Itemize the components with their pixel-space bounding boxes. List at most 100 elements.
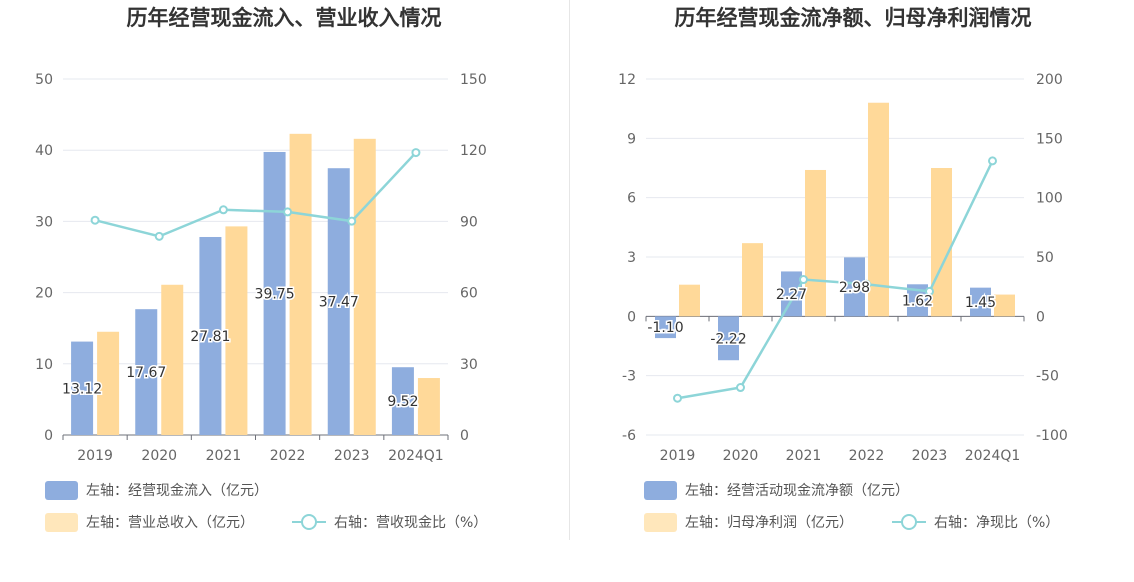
left-y-right-tick: 120 (460, 143, 487, 159)
left-x-tick-label: 2024Q1 (388, 448, 444, 464)
left-legend-bar2-label: 左轴：营业总收入（亿元） (86, 515, 254, 531)
left-y-right-tick: 0 (460, 428, 469, 444)
right-legend-bar1-swatch (644, 480, 677, 500)
left-legend-bar2[interactable]: 左轴：营业总收入（亿元） (45, 512, 254, 532)
right-y-right-tick: 200 (1036, 72, 1063, 88)
right-bar1-data-label: 2.98 (839, 280, 870, 296)
right-y-right-tick: 100 (1036, 191, 1063, 207)
right-x-tick-label: 2024Q1 (965, 448, 1021, 464)
left-y-right-tick: 30 (460, 357, 478, 373)
left-y-right-tick: 60 (460, 286, 478, 302)
right-line-point (673, 393, 682, 403)
right-line-point (736, 383, 745, 393)
left-x-tick-label: 2021 (206, 448, 242, 464)
right-y-left-tick: -3 (622, 369, 636, 385)
right-bar1-data-label: -2.22 (710, 331, 746, 347)
left-y-left-tick: 50 (35, 72, 53, 88)
right-bar2-bar (931, 168, 952, 317)
left-line-point (154, 231, 164, 241)
left-legend-line-icon (292, 512, 326, 532)
right-legend-bar1[interactable]: 左轴：经营活动现金流净额（亿元） (644, 480, 909, 500)
right-y-left-tick: 6 (627, 191, 636, 207)
left-bar1-data-label: 17.67 (126, 365, 166, 381)
right-legend-line-icon (892, 512, 926, 532)
left-legend-line[interactable]: 右轴：营收现金比（%） (292, 512, 487, 532)
left-y-right-tick: 150 (460, 72, 487, 88)
right-bar1-data-label: 1.45 (965, 295, 996, 311)
left-line-point (347, 216, 357, 226)
right-bar2-bar (868, 102, 889, 317)
right-legend-bar2-swatch (644, 512, 677, 532)
right-legend-line-label: 右轴：净现比（%） (934, 515, 1060, 531)
left-x-tick-label: 2022 (270, 448, 306, 464)
left-bar1-bar (327, 168, 350, 435)
left-x-tick-label: 2019 (77, 448, 113, 464)
right-line-point (925, 286, 934, 296)
right-bar1-data-label: 2.27 (776, 287, 807, 303)
right-chart-plot: -6 -3 0 3 6 9 12 -100 -50 0 50 100 150 200 2019 2020 202… (618, 72, 1068, 464)
left-chart-title: 历年经营现金流入、营业收入情况 (126, 6, 442, 30)
right-bar1-bar (907, 284, 928, 317)
left-bar2-bar (417, 378, 440, 435)
right-bar2-bar (994, 294, 1015, 317)
left-bar2-bar (161, 284, 184, 435)
right-x-tick-label: 2019 (660, 448, 696, 464)
right-y-left-tick: 9 (627, 131, 636, 147)
right-x-tick-label: 2020 (723, 448, 759, 464)
right-legend-line[interactable]: 右轴：净现比（%） (892, 512, 1059, 532)
left-legend-bar1-swatch (45, 480, 78, 500)
left-bar2-bar (289, 133, 312, 435)
left-line-point (411, 148, 421, 158)
left-y-right-tick: 90 (460, 214, 478, 230)
left-bar1-data-label: 13.12 (62, 381, 102, 397)
left-legend-bar2-swatch (45, 512, 78, 532)
left-legend-bar1-label: 左轴：经营现金流入（亿元） (86, 483, 268, 499)
right-legend-bar2-label: 左轴：归母净利润（亿元） (685, 515, 853, 531)
right-bar2-bar (742, 243, 763, 317)
right-bar1-bar (718, 316, 739, 361)
left-bar1-data-label: 27.81 (190, 329, 230, 345)
left-bar1-bar (135, 309, 158, 435)
left-bar1-bar (71, 341, 94, 435)
left-chart-panel: 历年经营现金流入、营业收入情况 0 10 20 30 40 50 0 30 60 90 120 150… (35, 6, 487, 532)
left-x-tick-label: 2023 (334, 448, 370, 464)
left-bar1-data-label: 9.52 (387, 394, 418, 410)
right-bar2-bar (805, 169, 826, 317)
left-y-left-tick: 40 (35, 143, 53, 159)
left-y-left-tick: 0 (44, 428, 53, 444)
right-line-series (677, 160, 994, 400)
left-chart-plot: 0 10 20 30 40 50 0 30 60 90 120 150 2019 2020 2021 2022… (35, 72, 487, 464)
right-y-left-tick: 12 (618, 72, 636, 88)
right-line-point (862, 279, 871, 289)
left-legend-bar1[interactable]: 左轴：经营现金流入（亿元） (45, 480, 268, 500)
left-legend-line-label: 右轴：营收现金比（%） (334, 515, 488, 531)
right-y-right-tick: -50 (1036, 369, 1059, 385)
right-x-tick-label: 2023 (912, 448, 948, 464)
right-chart-panel: 历年经营现金流净额、归母净利润情况 -6 -3 0 3 6 9 12 -100 -50 0 50 10… (572, 0, 1134, 582)
right-bar1-data-label: 1.62 (902, 293, 933, 309)
left-line-point (90, 215, 100, 225)
right-y-left-tick: 0 (627, 309, 636, 325)
left-bar1-bar (263, 151, 286, 436)
panel-divider (569, 0, 570, 540)
right-y-right-tick: 150 (1036, 131, 1063, 147)
left-x-tick-label: 2020 (141, 448, 177, 464)
right-y-right-tick: 50 (1036, 250, 1054, 266)
right-bar1-bar (655, 316, 676, 339)
right-y-right-tick: 0 (1036, 309, 1045, 325)
right-bar1-bar (970, 287, 991, 317)
left-y-left-tick: 20 (35, 286, 53, 302)
right-x-tick-label: 2022 (849, 448, 885, 464)
left-line-point (218, 205, 228, 215)
right-x-tick-label: 2021 (786, 448, 822, 464)
left-bar1-data-label: 39.75 (255, 286, 295, 302)
left-bar1-bar (391, 367, 414, 435)
left-bar1-bar (199, 236, 222, 435)
left-bar2-bar (97, 331, 120, 435)
right-y-right-tick: -100 (1036, 428, 1068, 444)
right-y-left-tick: -6 (622, 428, 636, 444)
left-bar2-bar (225, 226, 248, 435)
right-bar1-data-label: -1.10 (647, 320, 683, 336)
right-legend-bar2[interactable]: 左轴：归母净利润（亿元） (644, 512, 853, 532)
left-y-left-tick: 10 (35, 357, 53, 373)
